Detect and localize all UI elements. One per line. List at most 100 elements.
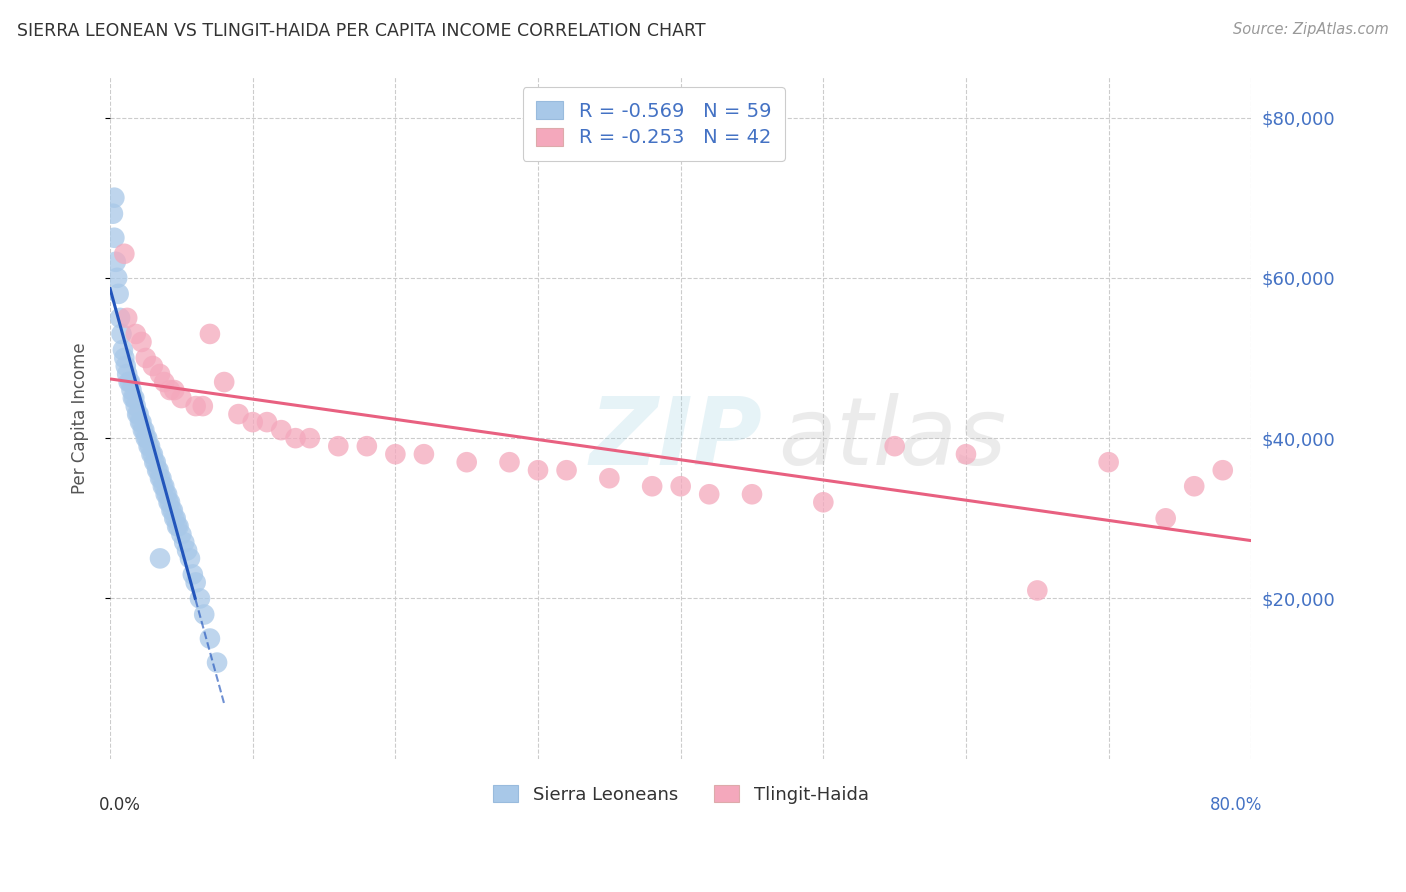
Point [1026,583,1049,598]
Point [121,383,143,397]
Point [456,455,478,469]
Point [641,479,664,493]
Point [256,415,278,429]
Point [115,310,138,325]
Point [135,351,157,365]
Point [135,431,157,445]
Point [108,310,131,325]
Point [148,463,170,477]
Text: 80.0%: 80.0% [1211,797,1263,814]
Point [205,656,228,670]
Point [228,407,250,421]
Point [131,334,153,349]
Point [697,487,720,501]
Point [149,551,172,566]
Point [131,415,153,429]
Point [298,431,321,445]
Point [1098,455,1121,469]
Point [242,415,264,429]
Point [741,487,763,501]
Point [139,439,162,453]
Point [157,495,180,509]
Point [136,431,159,445]
Legend: Sierra Leoneans, Tlingit-Haida: Sierra Leoneans, Tlingit-Haida [485,778,876,811]
Point [128,407,150,421]
Point [115,367,138,381]
Point [166,519,188,533]
Point [160,503,183,517]
Text: SIERRA LEONEAN VS TLINGIT-HAIDA PER CAPITA INCOME CORRELATION CHART: SIERRA LEONEAN VS TLINGIT-HAIDA PER CAPI… [17,22,706,40]
Point [384,447,406,461]
Point [184,575,207,590]
Point [104,255,127,269]
Point [212,375,235,389]
Point [555,463,578,477]
Point [328,439,350,453]
Point [146,463,169,477]
Point [103,191,125,205]
Point [110,326,132,341]
Point [270,423,292,437]
Point [127,407,149,421]
Y-axis label: Per Capita Income: Per Capita Income [72,343,89,494]
Point [412,447,434,461]
Point [105,270,128,285]
Point [153,375,176,389]
Point [124,391,146,405]
Point [159,495,181,509]
Point [498,455,520,469]
Point [179,551,201,566]
Point [181,567,204,582]
Point [152,479,174,493]
Text: atlas: atlas [778,393,1005,484]
Point [132,423,155,437]
Point [134,423,156,437]
Point [193,607,215,622]
Point [1182,479,1205,493]
Point [114,359,136,373]
Point [143,455,166,469]
Point [284,431,307,445]
Point [173,535,195,549]
Point [117,375,139,389]
Point [167,519,190,533]
Point [103,231,125,245]
Point [188,591,211,606]
Point [156,487,179,501]
Point [163,511,186,525]
Point [198,632,221,646]
Text: Source: ZipAtlas.com: Source: ZipAtlas.com [1233,22,1389,37]
Point [142,447,165,461]
Point [669,479,692,493]
Point [162,503,184,517]
Point [112,247,135,261]
Point [527,463,550,477]
Point [122,391,145,405]
Point [138,439,160,453]
Point [1212,463,1234,477]
Point [125,326,148,341]
Point [141,447,163,461]
Point [112,351,135,365]
Point [101,207,124,221]
Point [165,511,187,525]
Point [176,543,198,558]
Point [191,399,214,413]
Text: ZIP: ZIP [589,392,762,484]
Point [356,439,378,453]
Point [107,286,129,301]
Point [155,487,177,501]
Point [955,447,977,461]
Point [149,367,172,381]
Text: 0.0%: 0.0% [98,797,141,814]
Point [125,399,148,413]
Point [129,415,152,429]
Point [184,399,207,413]
Point [170,391,193,405]
Point [598,471,620,485]
Point [1154,511,1177,525]
Point [159,383,181,397]
Point [150,471,173,485]
Point [118,375,141,389]
Point [111,343,134,357]
